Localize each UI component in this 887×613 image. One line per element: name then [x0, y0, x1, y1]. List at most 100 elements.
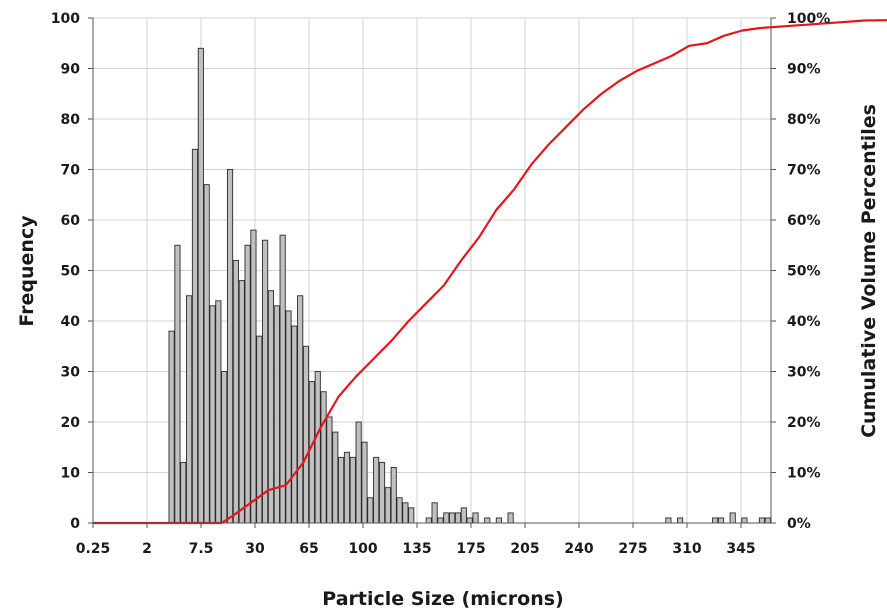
y-right-tick-label: 80% [787, 112, 821, 128]
y-left-tick-label: 60 [61, 213, 81, 229]
histogram-bar [280, 235, 285, 523]
histogram-bar [356, 422, 361, 523]
histogram-bar [169, 331, 174, 523]
histogram-bar [450, 513, 455, 523]
histogram-bar [298, 296, 303, 523]
histogram-bar [438, 518, 443, 523]
histogram-bars [169, 48, 770, 523]
y-right-tick-label: 10% [787, 466, 821, 482]
histogram-bar [455, 513, 460, 523]
histogram-bar [765, 518, 770, 523]
histogram-bar [181, 462, 186, 523]
x-tick-label: 310 [672, 541, 701, 557]
y-left-tick-label: 0 [70, 516, 80, 532]
histogram-bar [175, 245, 180, 523]
histogram-bar [222, 372, 227, 524]
histogram-bar [444, 513, 449, 523]
histogram-bar [485, 518, 490, 523]
histogram-bar [666, 518, 671, 523]
histogram-bar [374, 457, 379, 523]
histogram-bar [321, 392, 326, 523]
x-tick-label: 135 [402, 541, 431, 557]
histogram-bar [245, 245, 250, 523]
histogram-bar [677, 518, 682, 523]
histogram-bar [198, 48, 203, 523]
histogram-bar [333, 432, 338, 523]
histogram-bar [263, 240, 268, 523]
histogram-bar [233, 260, 238, 523]
histogram-bar [426, 518, 431, 523]
x-tick-label: 240 [564, 541, 593, 557]
histogram-bar [192, 149, 197, 523]
histogram-bar [286, 311, 291, 523]
histogram-bar [327, 417, 332, 523]
y-right-tick-label: 30% [787, 365, 821, 381]
histogram-bar [368, 498, 373, 523]
x-tick-label: 345 [726, 541, 755, 557]
x-tick-label: 275 [618, 541, 647, 557]
histogram-bar [397, 498, 402, 523]
x-tick-label: 100 [348, 541, 377, 557]
histogram-bar [379, 462, 384, 523]
y-right-tick-label: 40% [787, 314, 821, 330]
histogram-bar [713, 518, 718, 523]
y-right-tick-label: 100% [787, 11, 830, 27]
x-axis-title: Particle Size (microns) [322, 588, 563, 610]
histogram-bar [274, 306, 279, 523]
histogram-bar [338, 457, 343, 523]
y-left-tick-label: 10 [61, 466, 81, 482]
histogram-bar [350, 457, 355, 523]
y-left-tick-label: 80 [61, 112, 81, 128]
histogram-bar [385, 488, 390, 523]
histogram-bar [187, 296, 192, 523]
histogram-bar [461, 508, 466, 523]
histogram-bar [344, 452, 349, 523]
y-left-tick-label: 90 [61, 62, 81, 78]
x-tick-label: 30 [245, 541, 265, 557]
histogram-bar [403, 503, 408, 523]
histogram-bar [409, 508, 414, 523]
y-right-tick-label: 20% [787, 415, 821, 431]
y-left-tick-label: 70 [61, 163, 81, 179]
histogram-bar [496, 518, 501, 523]
y-right-tick-label: 70% [787, 163, 821, 179]
y-axis-title-right: Cumulative Volume Percentiles [858, 104, 880, 438]
y-left-tick-label: 40 [61, 314, 81, 330]
y-left-tick-label: 20 [61, 415, 81, 431]
histogram-bar [467, 518, 472, 523]
histogram-bar [473, 513, 478, 523]
histogram-bar [303, 346, 308, 523]
histogram-bar [391, 467, 396, 523]
x-tick-label: 205 [510, 541, 539, 557]
x-tick-label: 7.5 [189, 541, 214, 557]
histogram-bar [227, 170, 232, 524]
histogram-bar [742, 518, 747, 523]
histogram-bar [315, 372, 320, 524]
histogram-bar [362, 442, 367, 523]
y-right-tick-label: 90% [787, 62, 821, 78]
y-right-tick-label: 0% [787, 516, 811, 532]
x-tick-label: 65 [299, 541, 318, 557]
tick-labels: 0 10 20 30 40 50 60 70 80 90 100 0% 10% 20% 30% 40% 50% 6… [51, 11, 831, 557]
y-right-tick-label: 60% [787, 213, 821, 229]
histogram-bar [718, 518, 723, 523]
histogram-bar [216, 301, 221, 523]
histogram-bar [309, 382, 314, 523]
x-tick-label: 175 [456, 541, 485, 557]
y-left-tick-label: 100 [51, 11, 80, 27]
histogram-bar [204, 185, 209, 523]
histogram-bar [210, 306, 215, 523]
x-tick-label: 2 [142, 541, 152, 557]
histogram-bar [508, 513, 513, 523]
histogram-bar [730, 513, 735, 523]
histogram-bar [239, 281, 244, 523]
y-left-tick-label: 50 [61, 264, 81, 280]
histogram-bar [292, 326, 297, 523]
histogram-bar [432, 503, 437, 523]
histogram-bar [251, 230, 256, 523]
y-left-tick-label: 30 [61, 365, 81, 381]
y-right-tick-label: 50% [787, 264, 821, 280]
x-tick-label: 0.25 [76, 541, 111, 557]
histogram-bar [759, 518, 764, 523]
